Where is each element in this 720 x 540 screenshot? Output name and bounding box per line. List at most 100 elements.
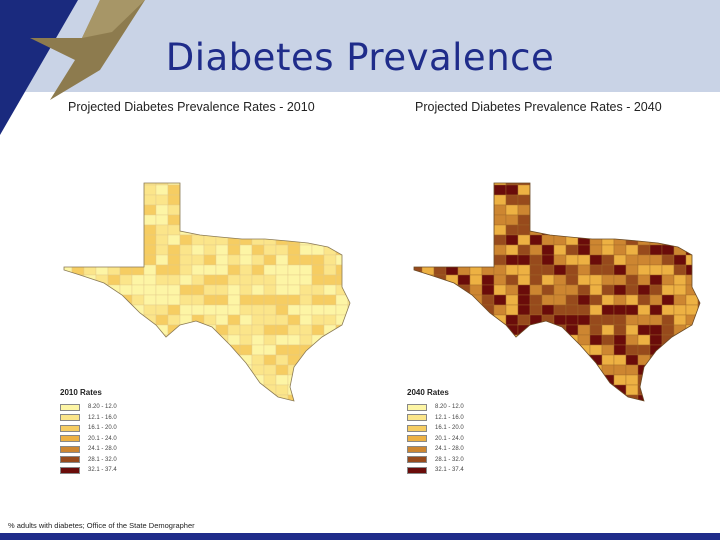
legend-label: 32.1 - 37.4 — [88, 467, 117, 474]
county-cell — [263, 334, 277, 346]
county-cell — [697, 274, 700, 286]
county-cell — [469, 183, 483, 186]
county-cell — [215, 274, 229, 286]
county-cell — [179, 374, 193, 386]
county-cell — [179, 304, 193, 316]
legend-title: 2040 Rates — [407, 388, 449, 397]
county-cell — [577, 194, 591, 206]
county-cell — [649, 274, 663, 286]
county-cell — [445, 234, 459, 246]
county-cell — [71, 184, 85, 196]
county-cell — [131, 254, 145, 266]
county-cell — [541, 244, 555, 256]
county-cell — [299, 254, 313, 266]
county-cell — [275, 284, 289, 296]
county-cell — [143, 204, 157, 216]
county-cell — [347, 314, 350, 326]
county-cell — [227, 254, 241, 266]
county-cell — [167, 264, 181, 276]
county-cell — [227, 294, 241, 306]
county-cell — [565, 194, 579, 206]
legend-label: 16.1 - 20.0 — [435, 425, 464, 432]
county-cell — [131, 244, 145, 256]
county-cell — [529, 234, 543, 246]
county-cell — [143, 254, 157, 266]
county-cell — [493, 214, 507, 226]
legend-item: 32.1 - 37.4 — [60, 465, 117, 476]
county-cell — [323, 274, 337, 286]
county-cell — [685, 214, 699, 226]
county-cell — [625, 254, 639, 266]
county-cell — [697, 374, 700, 386]
county-cell — [637, 254, 651, 266]
county-cell — [565, 364, 579, 376]
county-cell — [143, 324, 157, 336]
county-cell — [673, 183, 687, 186]
county-cell — [167, 294, 181, 306]
county-cell — [421, 234, 435, 246]
county-cell — [311, 194, 325, 206]
county-cell — [179, 344, 193, 356]
county-cell — [179, 274, 193, 286]
star-logo — [0, 0, 145, 135]
county-cell — [421, 294, 435, 306]
county-cell — [179, 354, 193, 366]
county-cell — [83, 284, 97, 296]
county-cell — [541, 254, 555, 266]
county-cell — [335, 314, 349, 326]
county-cell — [95, 244, 109, 256]
county-cell — [275, 274, 289, 286]
county-cell — [131, 234, 145, 246]
county-cell — [421, 254, 435, 266]
county-cell — [433, 334, 447, 346]
county-cell — [589, 224, 603, 236]
county-cell — [251, 384, 265, 396]
legend-item: 8.20 - 12.0 — [407, 402, 464, 413]
county-cell — [589, 184, 603, 196]
county-cell — [287, 254, 301, 266]
county-cell — [143, 183, 157, 186]
county-cell — [589, 234, 603, 246]
county-cell — [227, 194, 241, 206]
county-cell — [155, 354, 169, 366]
county-cell — [275, 384, 289, 396]
county-cell — [155, 194, 169, 206]
county-cell — [505, 183, 519, 186]
county-cell — [469, 334, 483, 346]
county-cell — [275, 204, 289, 216]
county-cell — [215, 254, 229, 266]
county-cell — [95, 194, 109, 206]
county-cell — [215, 264, 229, 276]
county-cell — [577, 294, 591, 306]
county-cell — [625, 264, 639, 276]
county-cell — [601, 384, 615, 396]
county-cell — [263, 214, 277, 226]
county-cell — [553, 274, 567, 286]
county-cell — [83, 364, 97, 376]
county-cell — [445, 183, 459, 186]
county-cell — [119, 184, 133, 196]
county-cell — [517, 194, 531, 206]
county-cell — [529, 304, 543, 316]
county-cell — [251, 284, 265, 296]
county-cell — [613, 284, 627, 296]
legend-swatch — [407, 414, 427, 422]
county-cell — [251, 204, 265, 216]
county-cell — [287, 244, 301, 256]
county-cell — [685, 234, 699, 246]
county-cell — [323, 394, 337, 401]
county-cell — [203, 224, 217, 236]
county-cell — [179, 194, 193, 206]
county-cell — [493, 244, 507, 256]
county-cell — [311, 394, 325, 401]
county-cell — [481, 194, 495, 206]
county-cell — [613, 224, 627, 236]
county-cell — [143, 354, 157, 366]
county-cell — [179, 254, 193, 266]
county-cell — [517, 374, 531, 386]
county-cell — [107, 274, 121, 286]
county-cell — [95, 264, 109, 276]
county-cell — [673, 264, 687, 276]
county-cell — [481, 214, 495, 226]
county-cell — [239, 374, 253, 386]
